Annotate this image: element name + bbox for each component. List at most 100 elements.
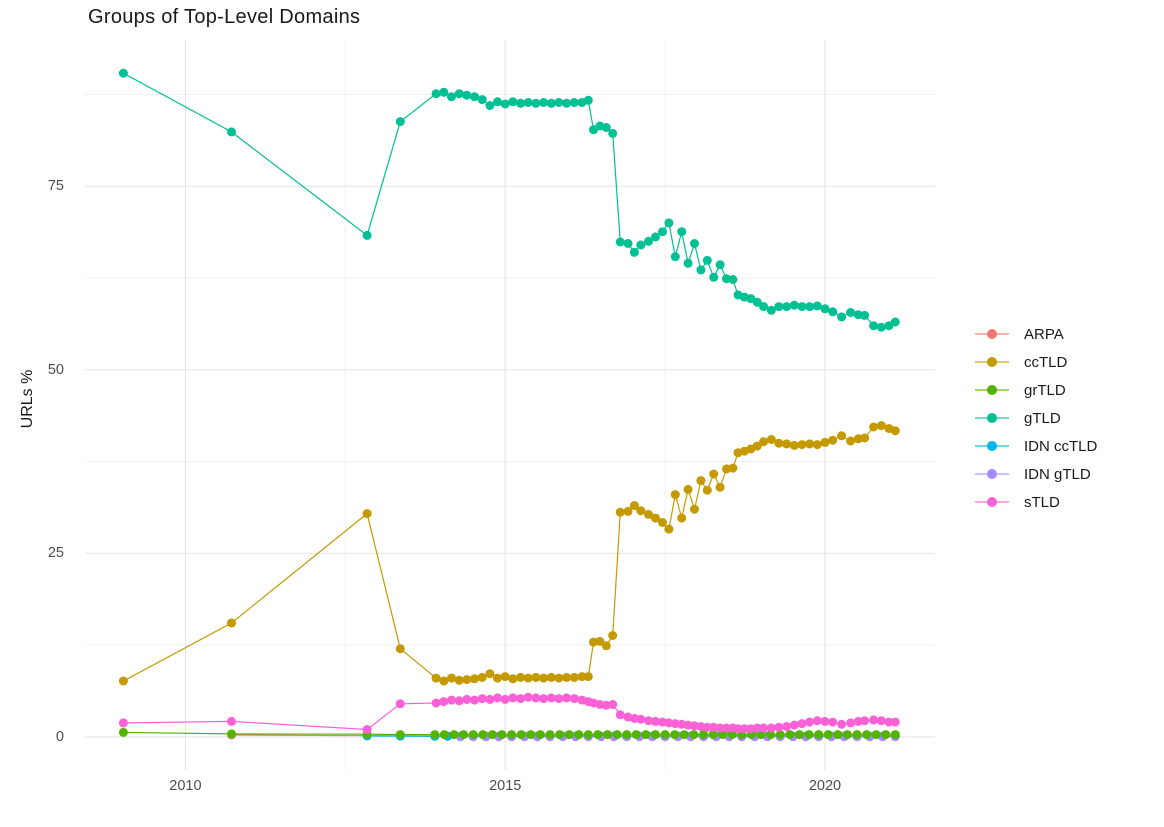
data-point bbox=[493, 97, 502, 107]
data-point bbox=[523, 673, 533, 683]
data-point bbox=[608, 700, 618, 709]
data-point bbox=[478, 730, 488, 740]
legend-label: grTLD bbox=[1024, 381, 1066, 399]
data-point bbox=[775, 730, 785, 740]
series-line bbox=[123, 72, 896, 328]
data-point bbox=[837, 431, 847, 441]
legend-key-dot-icon bbox=[987, 357, 997, 367]
data-point bbox=[715, 482, 725, 492]
data-point bbox=[651, 513, 660, 523]
data-point bbox=[759, 723, 769, 733]
data-point bbox=[395, 699, 405, 709]
data-point bbox=[470, 92, 479, 102]
data-point bbox=[362, 725, 372, 734]
data-point bbox=[569, 672, 579, 682]
data-point bbox=[683, 484, 693, 494]
data-point bbox=[664, 524, 674, 534]
data-point bbox=[651, 232, 660, 242]
legend-label: IDN ccTLD bbox=[1024, 437, 1098, 455]
data-point bbox=[439, 87, 449, 97]
data-point bbox=[670, 490, 680, 500]
data-point bbox=[670, 252, 680, 262]
data-point bbox=[118, 68, 128, 78]
data-point bbox=[752, 297, 762, 307]
data-point bbox=[454, 675, 464, 685]
data-point bbox=[462, 90, 472, 100]
legend-item-arpa: ARPA bbox=[975, 320, 1097, 348]
data-point bbox=[833, 730, 843, 740]
data-point bbox=[823, 730, 833, 740]
data-point bbox=[569, 98, 579, 107]
data-point bbox=[362, 509, 372, 519]
legend-key-dot-icon bbox=[987, 329, 997, 339]
data-point bbox=[395, 730, 405, 740]
data-point bbox=[752, 723, 762, 733]
data-point bbox=[794, 730, 804, 740]
data-point bbox=[785, 730, 795, 740]
data-point bbox=[869, 422, 879, 432]
data-point bbox=[477, 672, 487, 682]
data-point bbox=[227, 729, 236, 739]
legend-key-icon bbox=[975, 352, 1009, 372]
legend-key-icon bbox=[975, 324, 1009, 344]
data-point bbox=[608, 631, 618, 640]
data-point bbox=[462, 675, 472, 685]
legend: ARPA ccTLD grTLD gTLD IDN ccTLD IDN gTLD sTLD bbox=[975, 320, 1097, 516]
data-point bbox=[615, 710, 625, 720]
data-point bbox=[733, 724, 743, 734]
data-point bbox=[696, 265, 706, 275]
data-point bbox=[539, 673, 549, 683]
legend-key-icon bbox=[975, 464, 1009, 484]
data-point bbox=[644, 716, 653, 726]
data-point bbox=[439, 697, 449, 707]
data-point bbox=[752, 441, 762, 451]
data-point bbox=[227, 127, 236, 137]
data-point bbox=[814, 730, 824, 740]
data-point bbox=[562, 693, 572, 703]
data-point bbox=[644, 509, 653, 519]
data-point bbox=[454, 89, 464, 99]
data-point bbox=[485, 669, 495, 679]
data-point bbox=[715, 260, 725, 270]
data-point bbox=[431, 698, 441, 708]
data-point bbox=[722, 723, 731, 733]
legend-label: sTLD bbox=[1024, 493, 1060, 511]
data-point bbox=[890, 717, 900, 727]
data-point bbox=[449, 730, 459, 740]
data-point bbox=[546, 693, 556, 703]
data-point bbox=[670, 730, 680, 740]
data-point bbox=[774, 438, 784, 448]
data-point bbox=[789, 720, 799, 730]
data-point bbox=[812, 716, 822, 726]
data-point bbox=[660, 730, 670, 740]
data-point bbox=[623, 239, 633, 248]
data-point bbox=[447, 695, 456, 705]
data-point bbox=[546, 98, 556, 108]
data-point bbox=[531, 672, 541, 682]
legend-item-cctld: ccTLD bbox=[975, 348, 1097, 376]
data-point bbox=[545, 730, 555, 740]
data-point bbox=[497, 730, 507, 740]
data-point bbox=[846, 718, 856, 728]
data-point bbox=[759, 302, 769, 312]
plot-panel bbox=[85, 40, 935, 770]
data-point bbox=[227, 618, 236, 628]
data-point bbox=[782, 722, 792, 731]
data-point bbox=[577, 672, 587, 682]
data-point bbox=[890, 317, 900, 327]
data-point bbox=[766, 435, 776, 444]
data-point bbox=[683, 258, 693, 268]
data-point bbox=[508, 97, 518, 107]
data-point bbox=[869, 321, 879, 331]
data-point bbox=[539, 98, 549, 107]
data-point bbox=[677, 227, 687, 237]
data-point bbox=[601, 123, 611, 132]
legend-key-dot-icon bbox=[987, 413, 997, 423]
y-axis-tick-label: 75 bbox=[47, 178, 64, 195]
data-point bbox=[601, 641, 611, 651]
data-point bbox=[508, 693, 518, 703]
data-point bbox=[623, 506, 633, 516]
data-point bbox=[447, 673, 456, 683]
data-point bbox=[890, 426, 900, 436]
data-point bbox=[583, 672, 593, 682]
